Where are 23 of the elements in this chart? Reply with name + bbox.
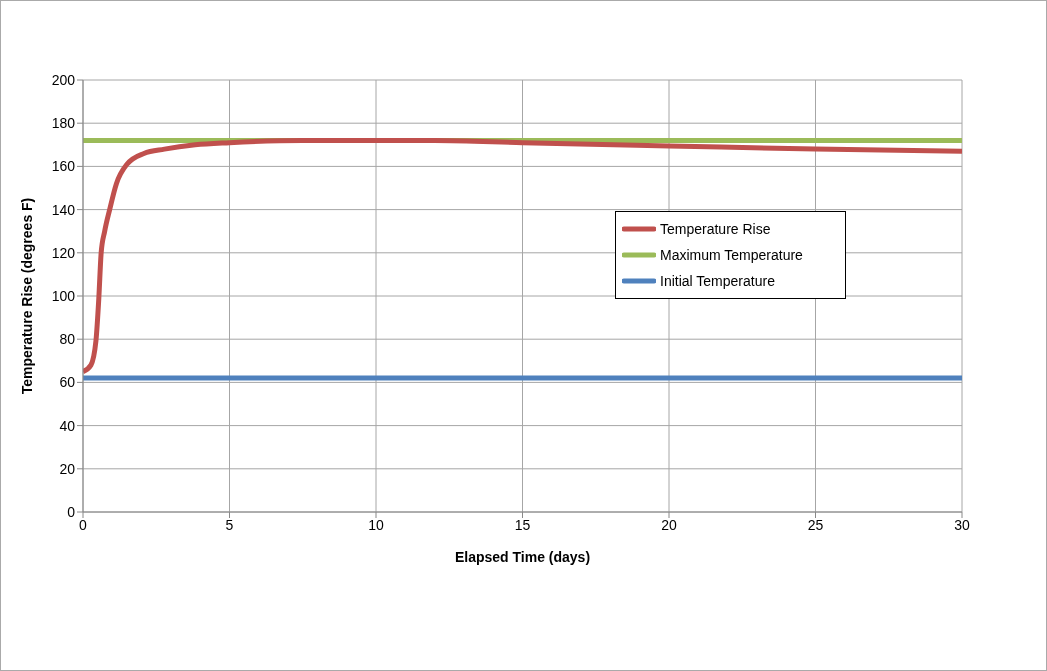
x-tick-label: 30 [954, 516, 970, 533]
y-axis-title: Temperature Rise (degrees F) [18, 197, 35, 395]
y-tick-label: 80 [59, 331, 76, 348]
y-tick-label: 120 [51, 244, 76, 261]
y-tick-label: 60 [59, 374, 76, 391]
x-tick-label: 5 [225, 516, 234, 533]
legend-label: Temperature Rise [660, 220, 772, 238]
x-tick-label: 25 [807, 516, 824, 533]
legend-label: Initial Temperature [660, 272, 776, 290]
y-tick-label: 180 [51, 115, 76, 132]
y-tick-label: 0 [67, 503, 76, 520]
y-tick-label: 100 [51, 287, 76, 304]
x-tick-label: 10 [368, 516, 384, 533]
x-tick-label: 0 [79, 516, 88, 533]
y-tick-label: 140 [51, 201, 76, 218]
x-tick-label: 15 [514, 516, 531, 533]
y-tick-label: 200 [51, 71, 76, 88]
y-tick-label: 40 [59, 417, 76, 434]
x-axis-title: Elapsed Time (days) [454, 549, 591, 565]
x-tick-label: 20 [661, 516, 677, 533]
legend-label: Maximum Temperature [660, 246, 804, 264]
y-tick-label: 20 [59, 460, 76, 477]
y-tick-label: 160 [51, 158, 76, 175]
